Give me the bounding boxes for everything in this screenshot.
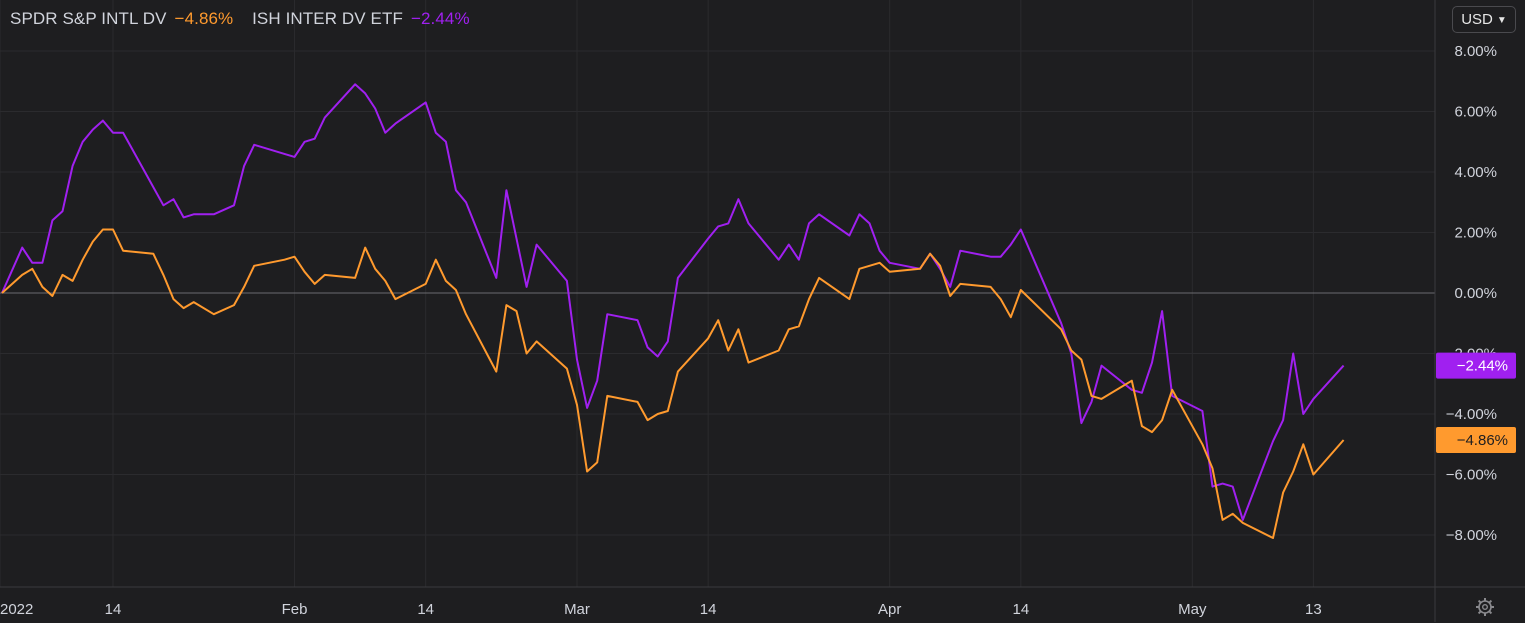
legend-item-spdr[interactable]: SPDR S&P INTL DV −4.86% bbox=[10, 9, 238, 28]
currency-label: USD bbox=[1461, 11, 1493, 28]
y-tick-label: 0.00% bbox=[1454, 285, 1497, 302]
x-tick-label: Feb bbox=[282, 601, 308, 618]
series-line-spdr-sp-intl-dv[interactable] bbox=[1, 228, 1345, 539]
badge-value: −4.86% bbox=[1457, 432, 1508, 449]
x-tick-label: 14 bbox=[1013, 601, 1030, 618]
last-value-badges: −2.44% −4.86% bbox=[1436, 352, 1516, 454]
x-tick-label: Apr bbox=[878, 601, 901, 618]
series-lines bbox=[1, 83, 1345, 539]
x-tick-label: Mar bbox=[564, 601, 590, 618]
legend-series-name: SPDR S&P INTL DV bbox=[10, 9, 167, 28]
currency-selector[interactable]: USD ▼ bbox=[1452, 6, 1516, 33]
legend-series-name: ISH INTER DV ETF bbox=[252, 9, 403, 28]
y-tick-label: 2.00% bbox=[1454, 225, 1497, 242]
last-value-badge-spdr-sp-intl-dv: −4.86% bbox=[1436, 427, 1516, 454]
gear-icon[interactable] bbox=[1472, 596, 1498, 618]
y-tick-label: −8.00% bbox=[1446, 527, 1497, 544]
x-tick-label: 2022 bbox=[0, 601, 33, 618]
y-tick-label: 6.00% bbox=[1454, 104, 1497, 121]
legend-item-ishares[interactable]: ISH INTER DV ETF −2.44% bbox=[252, 9, 470, 28]
y-tick-label: −4.00% bbox=[1446, 406, 1497, 423]
series-line-ish-inter-dv-etf[interactable] bbox=[1, 83, 1345, 521]
chevron-down-icon: ▼ bbox=[1496, 15, 1507, 26]
legend-series-value: −2.44% bbox=[410, 9, 470, 28]
y-tick-label: −6.00% bbox=[1446, 467, 1497, 484]
badge-background bbox=[1436, 352, 1516, 379]
time-axis: 2022 14 Feb 14 Mar 14 Apr 14 May 13 bbox=[0, 586, 1525, 618]
x-tick-label: 13 bbox=[1305, 601, 1322, 618]
x-tick-label: May bbox=[1178, 601, 1207, 618]
chart-legend: SPDR S&P INTL DV −4.86% ISH INTER DV ETF −… bbox=[10, 9, 484, 29]
x-tick-label: 14 bbox=[700, 601, 717, 618]
badge-value: −2.44% bbox=[1457, 358, 1508, 375]
x-tick-label: 14 bbox=[417, 601, 434, 618]
badge-background bbox=[1436, 427, 1516, 454]
x-tick-label: 14 bbox=[105, 601, 122, 618]
y-tick-label: 8.00% bbox=[1454, 43, 1497, 60]
legend-series-value: −4.86% bbox=[174, 9, 234, 28]
last-value-badge-ish-inter-dv-etf: −2.44% bbox=[1436, 352, 1516, 379]
y-tick-label: 4.00% bbox=[1454, 164, 1497, 181]
